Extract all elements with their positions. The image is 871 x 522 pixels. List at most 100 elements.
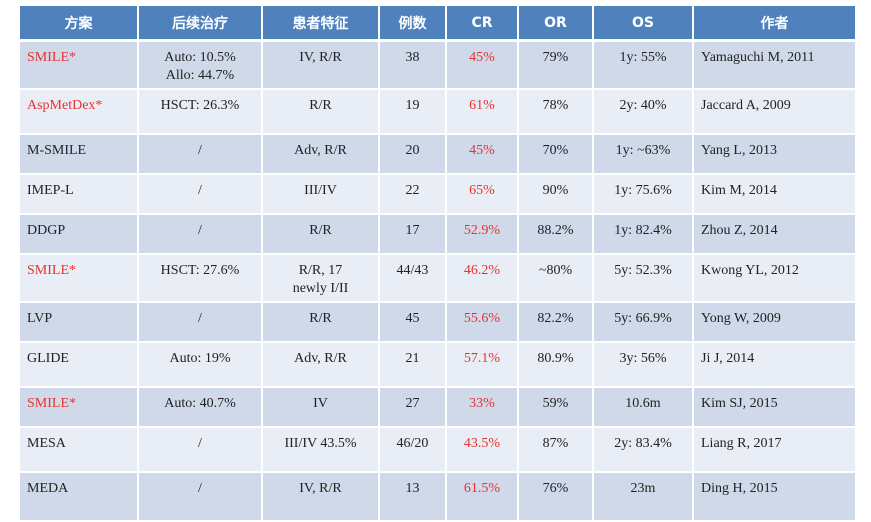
cr-cell: 55.6% xyxy=(446,302,519,343)
features-cell: Adv, R/R xyxy=(262,342,380,388)
os-cell: 3y: 56% xyxy=(593,342,694,388)
or-cell: 70% xyxy=(518,134,594,175)
cases-cell: 21 xyxy=(379,342,447,388)
header-cr: CR xyxy=(446,6,519,42)
features-cell: IV, R/R xyxy=(262,472,380,522)
author-cell: Zhou Z, 2014 xyxy=(693,214,857,255)
author-cell: Liang R, 2017 xyxy=(693,427,857,473)
or-cell: 59% xyxy=(518,387,594,428)
os-cell: 1y: 82.4% xyxy=(593,214,694,255)
followup-line: Auto: 10.5% xyxy=(164,50,236,65)
or-cell: 76% xyxy=(518,472,594,522)
cases-cell: 45 xyxy=(379,302,447,343)
scheme-cell: GLIDE xyxy=(20,342,139,388)
cr-cell: 33% xyxy=(446,387,519,428)
cr-cell: 45% xyxy=(446,40,519,90)
author-cell: Kim SJ, 2015 xyxy=(693,387,857,428)
or-cell: 88.2% xyxy=(518,214,594,255)
or-cell: 79% xyxy=(518,40,594,90)
table-row: MEDA / IV, R/R 13 61.5% 76% 23m Ding H, … xyxy=(20,472,857,522)
os-cell: 23m xyxy=(593,472,694,522)
table-row: GLIDE Auto: 19% Adv, R/R 21 57.1% 80.9% … xyxy=(20,342,857,388)
cr-cell: 61.5% xyxy=(446,472,519,522)
os-cell: 5y: 52.3% xyxy=(593,254,694,303)
features-cell: III/IV xyxy=(262,174,380,215)
followup-cell: Auto: 19% xyxy=(138,342,263,388)
features-cell: IV xyxy=(262,387,380,428)
scheme-cell: MEDA xyxy=(20,472,139,522)
author-cell: Yong W, 2009 xyxy=(693,302,857,343)
cr-cell: 65% xyxy=(446,174,519,215)
os-cell: 1y: ~63% xyxy=(593,134,694,175)
cases-cell: 19 xyxy=(379,89,447,135)
table-row: SMILE* HSCT: 27.6% R/R, 17 newly I/II 44/… xyxy=(20,254,857,303)
cr-cell: 52.9% xyxy=(446,214,519,255)
features-cell: Adv, R/R xyxy=(262,134,380,175)
scheme-cell: IMEP-L xyxy=(20,174,139,215)
cases-cell: 38 xyxy=(379,40,447,90)
author-cell: Yamaguchi M, 2011 xyxy=(693,40,857,90)
table-row: DDGP / R/R 17 52.9% 88.2% 1y: 82.4% Zhou… xyxy=(20,214,857,255)
cr-cell: 43.5% xyxy=(446,427,519,473)
scheme-cell: SMILE* xyxy=(20,387,139,428)
table-row: LVP / R/R 45 55.6% 82.2% 5y: 66.9% Yong … xyxy=(20,302,857,343)
features-cell: R/R xyxy=(262,302,380,343)
header-scheme: 方案 xyxy=(20,6,139,42)
regimen-table: 方案 后续治疗 患者特征 例数 CR OR OS 作者 SMILE* Auto:… xyxy=(20,6,857,522)
table-row: SMILE* Auto: 40.7% IV 27 33% 59% 10.6m K… xyxy=(20,387,857,428)
author-cell: Ding H, 2015 xyxy=(693,472,857,522)
followup-cell: Auto: 40.7% xyxy=(138,387,263,428)
scheme-cell: SMILE* xyxy=(20,254,139,303)
cases-cell: 17 xyxy=(379,214,447,255)
os-cell: 2y: 83.4% xyxy=(593,427,694,473)
followup-cell: / xyxy=(138,134,263,175)
table-row: SMILE* Auto: 10.5% Allo: 44.7% IV, R/R 38… xyxy=(20,40,857,90)
author-cell: Kwong YL, 2012 xyxy=(693,254,857,303)
followup-cell: Auto: 10.5% Allo: 44.7% xyxy=(138,40,263,90)
followup-cell: / xyxy=(138,302,263,343)
scheme-cell: SMILE* xyxy=(20,40,139,90)
features-cell: III/IV 43.5% xyxy=(262,427,380,473)
followup-cell: / xyxy=(138,174,263,215)
scheme-cell: LVP xyxy=(20,302,139,343)
cr-cell: 61% xyxy=(446,89,519,135)
or-cell: 82.2% xyxy=(518,302,594,343)
followup-cell: HSCT: 27.6% xyxy=(138,254,263,303)
cr-cell: 57.1% xyxy=(446,342,519,388)
header-author: 作者 xyxy=(693,6,857,42)
cases-cell: 20 xyxy=(379,134,447,175)
scheme-cell: M-SMILE xyxy=(20,134,139,175)
features-cell: R/R, 17 newly I/II xyxy=(262,254,380,303)
features-line: R/R, 17 xyxy=(298,263,343,278)
header-or: OR xyxy=(518,6,594,42)
os-cell: 1y: 75.6% xyxy=(593,174,694,215)
table-row: MESA / III/IV 43.5% 46/20 43.5% 87% 2y: … xyxy=(20,427,857,473)
os-cell: 1y: 55% xyxy=(593,40,694,90)
header-os: OS xyxy=(593,6,694,42)
followup-line: Allo: 44.7% xyxy=(165,68,235,83)
cases-cell: 22 xyxy=(379,174,447,215)
table-row: IMEP-L / III/IV 22 65% 90% 1y: 75.6% Kim… xyxy=(20,174,857,215)
or-cell: 78% xyxy=(518,89,594,135)
followup-cell: / xyxy=(138,214,263,255)
features-cell: R/R xyxy=(262,214,380,255)
author-cell: Yang L, 2013 xyxy=(693,134,857,175)
cr-cell: 46.2% xyxy=(446,254,519,303)
cases-cell: 13 xyxy=(379,472,447,522)
scheme-cell: DDGP xyxy=(20,214,139,255)
or-cell: 90% xyxy=(518,174,594,215)
header-followup: 后续治疗 xyxy=(138,6,263,42)
cases-cell: 46/20 xyxy=(379,427,447,473)
author-cell: Kim M, 2014 xyxy=(693,174,857,215)
header-cases: 例数 xyxy=(379,6,447,42)
header-features: 患者特征 xyxy=(262,6,380,42)
features-line: newly I/II xyxy=(292,281,349,296)
os-cell: 5y: 66.9% xyxy=(593,302,694,343)
os-cell: 2y: 40% xyxy=(593,89,694,135)
header-row: 方案 后续治疗 患者特征 例数 CR OR OS 作者 xyxy=(20,6,857,42)
table-row: AspMetDex* HSCT: 26.3% R/R 19 61% 78% 2y… xyxy=(20,89,857,135)
cr-cell: 45% xyxy=(446,134,519,175)
followup-cell: / xyxy=(138,427,263,473)
table-row: M-SMILE / Adv, R/R 20 45% 70% 1y: ~63% Y… xyxy=(20,134,857,175)
features-cell: R/R xyxy=(262,89,380,135)
